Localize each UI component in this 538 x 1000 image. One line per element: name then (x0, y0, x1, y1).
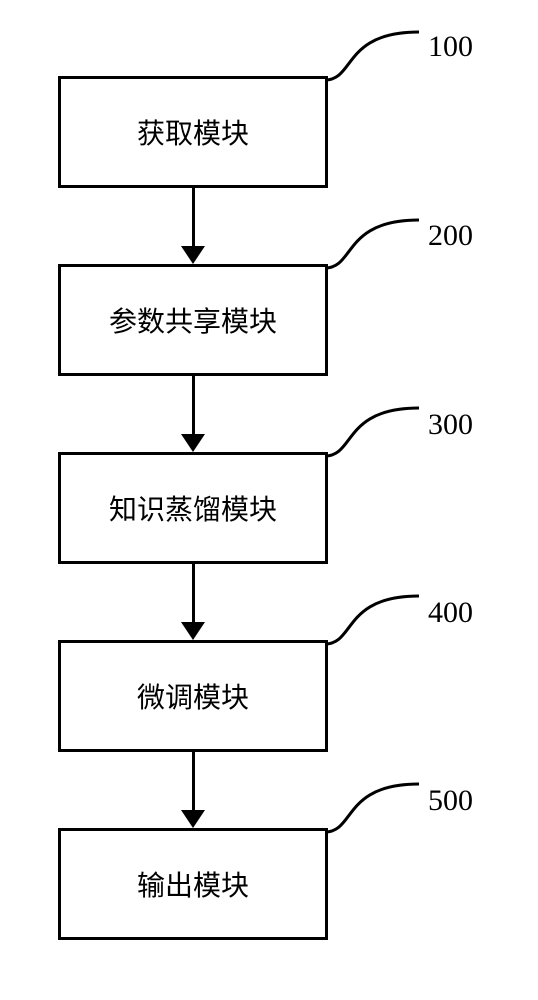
flow-node-acquire: 获取模块 (58, 76, 328, 188)
flow-arrow (192, 376, 195, 434)
callout-path (325, 784, 419, 832)
flow-node-knowledge-distill: 知识蒸馏模块 (58, 452, 328, 564)
ref-text: 400 (428, 596, 473, 629)
ref-label-100: 100 (428, 30, 473, 64)
flow-arrow-head (181, 434, 205, 452)
flow-arrow (192, 752, 195, 810)
flow-arrow-head (181, 622, 205, 640)
flow-arrow-head (181, 810, 205, 828)
flow-node-label: 参数共享模块 (109, 300, 277, 340)
callout-path (325, 32, 419, 80)
ref-text: 200 (428, 219, 473, 252)
ref-label-300: 300 (428, 408, 473, 442)
flow-node-param-share: 参数共享模块 (58, 264, 328, 376)
flow-node-label: 输出模块 (137, 864, 249, 904)
flow-node-output: 输出模块 (58, 828, 328, 940)
flow-arrow (192, 188, 195, 246)
ref-text: 500 (428, 784, 473, 817)
flow-node-label: 微调模块 (137, 676, 249, 716)
callout-path (325, 408, 419, 456)
callout-path (325, 596, 419, 644)
flow-node-finetune: 微调模块 (58, 640, 328, 752)
flow-node-label: 获取模块 (137, 112, 249, 152)
callout-line (325, 408, 419, 456)
flow-node-label: 知识蒸馏模块 (109, 488, 277, 528)
flow-arrow (192, 564, 195, 622)
ref-label-200: 200 (428, 219, 473, 253)
callout-line (325, 220, 419, 268)
ref-text: 100 (428, 30, 473, 63)
ref-text: 300 (428, 408, 473, 441)
callout-line (325, 596, 419, 644)
callout-path (325, 220, 419, 268)
flow-arrow-head (181, 246, 205, 264)
flowchart-canvas: 获取模块 100 参数共享模块 200 知识蒸馏模块 300 微调模块 400 (0, 0, 538, 1000)
callout-line (325, 784, 419, 832)
ref-label-500: 500 (428, 784, 473, 818)
callout-line (325, 32, 419, 80)
ref-label-400: 400 (428, 596, 473, 630)
